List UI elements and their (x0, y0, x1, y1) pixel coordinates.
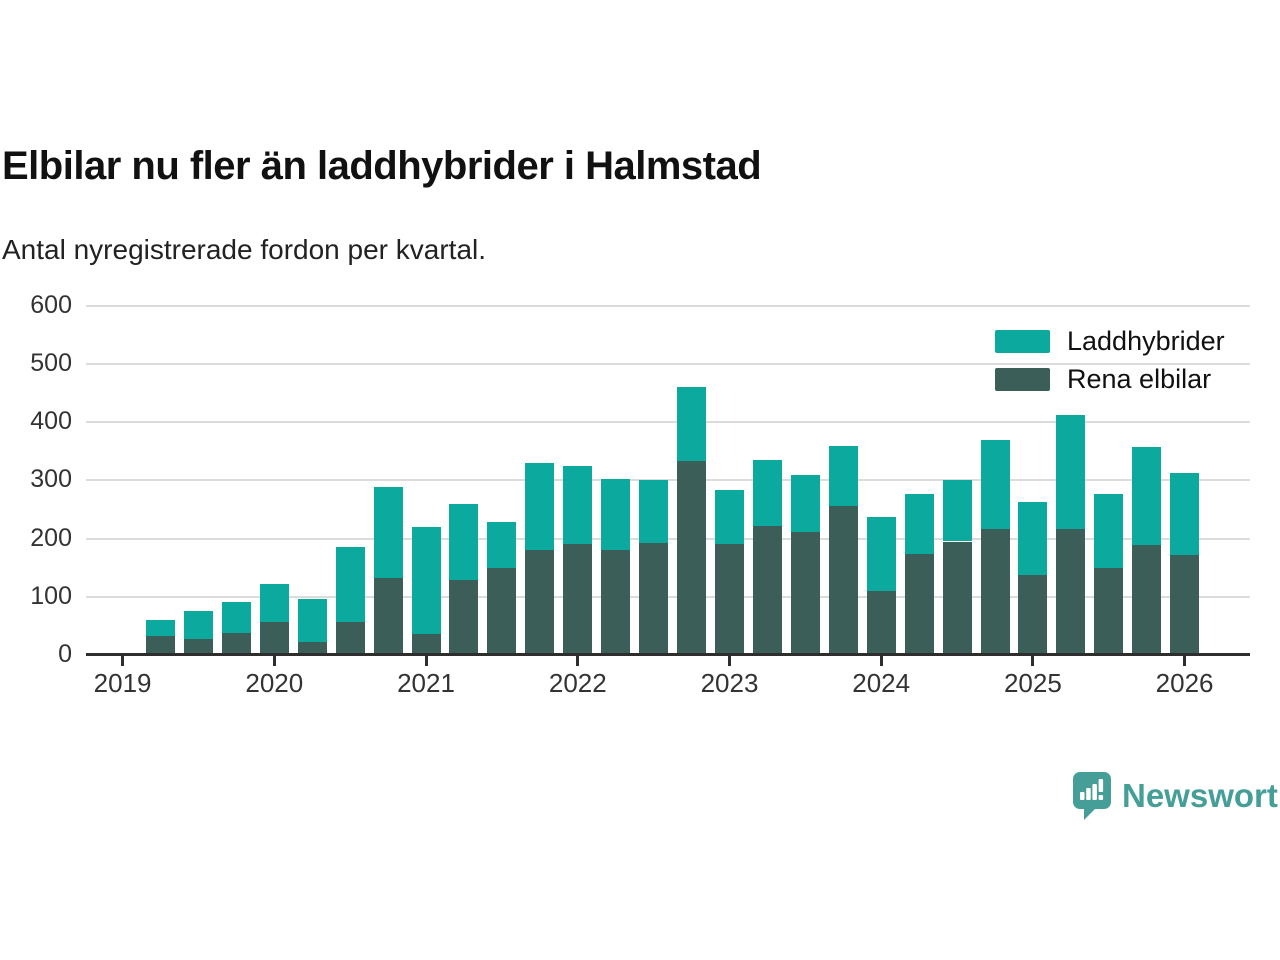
bar-segment-rena-elbilar-2020-q3 (335, 622, 365, 655)
year-tick-2024 (879, 655, 883, 666)
gridline-y500 (86, 363, 1250, 365)
bar-segment-laddhybrider-2021-q3 (487, 522, 517, 568)
y-axis-label: 600 (30, 290, 72, 319)
bar-segment-rena-elbilar-2023-q4 (828, 506, 858, 655)
year-tick-2021 (424, 655, 428, 666)
bar-segment-laddhybrider-2026-q1 (1170, 473, 1200, 555)
gridline-y600 (86, 304, 1250, 307)
bar-segment-rena-elbilar-2024-q2 (904, 554, 934, 655)
bar-segment-rena-elbilar-2021-q4 (525, 549, 555, 655)
bar-segment-laddhybrider-2021-q1 (411, 527, 441, 634)
year-tick-2023 (728, 655, 731, 666)
bar-segment-rena-elbilar-2024-q3 (942, 541, 972, 655)
gridline-y400 (86, 421, 1250, 424)
bar-segment-rena-elbilar-2023-q3 (790, 532, 820, 655)
year-label-2026: 2026 (1155, 668, 1214, 698)
legend-label: Rena elbilar (1067, 363, 1212, 394)
year-label-2024: 2024 (852, 668, 911, 698)
bar-segment-rena-elbilar-2025-q1 (1018, 575, 1048, 655)
year-tick-2025 (1031, 655, 1035, 666)
bar-segment-rena-elbilar-2026-q1 (1170, 554, 1200, 655)
bar-segment-laddhybrider-2020-q3 (335, 547, 365, 623)
bar-segment-laddhybrider-2022-q3 (639, 480, 669, 543)
bar-segment-laddhybrider-2025-q1 (1018, 501, 1048, 576)
legend-item-laddhybrider: Laddhybrider (995, 326, 1225, 356)
bar-segment-laddhybrider-2025-q3 (1094, 493, 1124, 569)
bar-segment-rena-elbilar-2025-q4 (1132, 545, 1162, 655)
bar-segment-rena-elbilar-2025-q3 (1094, 568, 1124, 655)
bar-segment-rena-elbilar-2024-q4 (980, 528, 1010, 655)
y-axis-label: 400 (30, 407, 72, 436)
legend: Laddhybrider Rena elbilar (995, 326, 1225, 402)
legend-label: Laddhybrider (1067, 325, 1225, 356)
bar-segment-laddhybrider-2023-q2 (752, 460, 782, 526)
bar-segment-laddhybrider-2022-q2 (601, 478, 631, 551)
bar-segment-laddhybrider-2022-q4 (677, 387, 706, 462)
year-label-2021: 2021 (397, 668, 455, 698)
year-label-2022: 2022 (548, 668, 607, 698)
bar-segment-laddhybrider-2025-q2 (1056, 414, 1086, 530)
y-axis-label: 0 (58, 640, 72, 668)
legend-item-rena-elbilar: Rena elbilar (995, 364, 1225, 394)
bar-segment-rena-elbilar-2020-q1 (259, 621, 289, 655)
y-axis-label: 200 (30, 523, 72, 552)
bar-segment-rena-elbilar-2021-q3 (487, 567, 517, 655)
bar-segment-laddhybrider-2023-q3 (790, 474, 820, 533)
bar-segment-rena-elbilar-2019-q4 (221, 632, 251, 655)
newsworthy-logo: Newsworthy (1072, 771, 1280, 821)
bar-segment-rena-elbilar-2022-q2 (601, 550, 631, 655)
bar-segment-rena-elbilar-2019-q3 (183, 639, 213, 655)
bar-segment-laddhybrider-2023-q1 (715, 490, 744, 544)
bar-segment-laddhybrider-2025-q4 (1132, 446, 1162, 545)
bar-segment-rena-elbilar-2023-q2 (752, 525, 782, 655)
bar-segment-laddhybrider-2021-q2 (449, 503, 479, 580)
bar-segment-rena-elbilar-2020-q2 (297, 642, 327, 655)
year-tick-2020 (272, 655, 276, 666)
bar-segment-rena-elbilar-2021-q1 (411, 633, 441, 655)
newsworthy-logo-icon (1073, 772, 1111, 820)
chart-title: Elbilar nu fler än laddhybrider i Halmst… (2, 144, 762, 188)
bar-segment-laddhybrider-2024-q3 (942, 480, 972, 542)
bar-segment-rena-elbilar-2022-q4 (677, 461, 706, 655)
bar-segment-laddhybrider-2024-q2 (904, 493, 934, 555)
year-label-2019: 2019 (93, 668, 152, 698)
bar-segment-laddhybrider-2022-q1 (563, 465, 593, 545)
bar-segment-rena-elbilar-2020-q4 (373, 578, 403, 655)
year-tick-2026 (1183, 655, 1187, 666)
bar-segment-laddhybrider-2020-q2 (297, 598, 327, 643)
year-tick-2022 (576, 655, 580, 666)
bar-segment-rena-elbilar-2025-q2 (1056, 529, 1086, 655)
year-tick-2019 (121, 655, 125, 666)
y-axis-label: 500 (30, 349, 72, 377)
x-axis-line (86, 652, 1250, 656)
y-axis-label: 300 (30, 465, 72, 494)
bar-segment-rena-elbilar-2024-q1 (866, 591, 896, 655)
bar-segment-rena-elbilar-2019-q2 (146, 636, 175, 655)
bar-segment-laddhybrider-2021-q4 (525, 462, 555, 550)
bar-segment-laddhybrider-2019-q2 (146, 620, 175, 637)
bar-segment-laddhybrider-2024-q1 (866, 517, 896, 591)
bar-segment-laddhybrider-2024-q4 (980, 439, 1010, 529)
bar-segment-rena-elbilar-2021-q2 (449, 579, 479, 655)
bar-segment-rena-elbilar-2022-q1 (563, 544, 593, 655)
bar-segment-laddhybrider-2023-q4 (828, 445, 858, 506)
bar-segment-rena-elbilar-2022-q3 (639, 542, 669, 655)
bar-segment-laddhybrider-2020-q4 (373, 487, 403, 579)
year-label-2025: 2025 (1003, 668, 1062, 698)
bar-segment-laddhybrider-2019-q3 (183, 610, 213, 640)
bar-segment-laddhybrider-2019-q4 (221, 602, 251, 633)
newsworthy-logo-text: Newsworthy (1122, 777, 1280, 814)
chart-subtitle: Antal nyregistrerade fordon per kvartal. (2, 234, 487, 265)
bar-segment-rena-elbilar-2023-q1 (715, 543, 744, 655)
y-axis-label: 100 (30, 581, 72, 610)
bar-segment-laddhybrider-2020-q1 (259, 584, 289, 622)
legend-swatch-laddhybrider (995, 329, 1050, 353)
legend-swatch-rena-elbilar (995, 367, 1050, 391)
year-label-2023: 2023 (700, 668, 759, 698)
year-label-2020: 2020 (245, 668, 304, 698)
